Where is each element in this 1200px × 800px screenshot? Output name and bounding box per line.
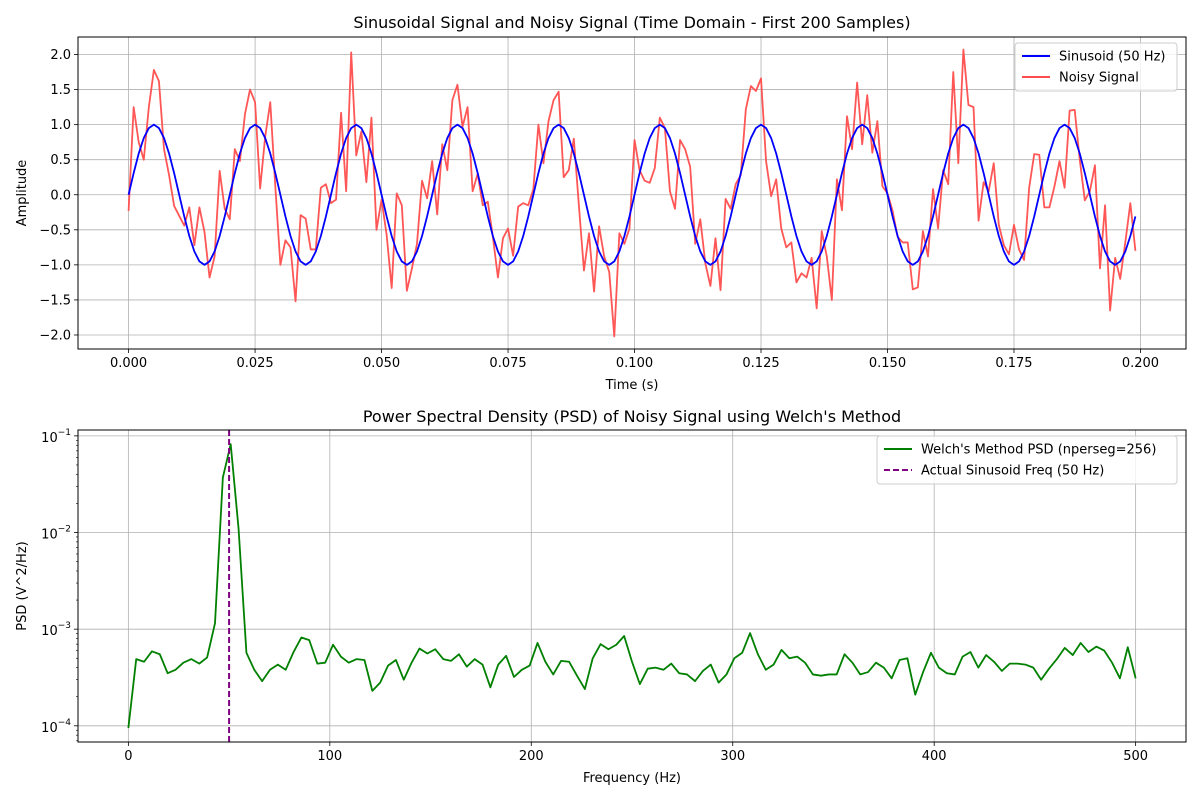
time-domain-legend: Sinusoid (50 Hz) Noisy Signal (1014, 42, 1178, 92)
y-tick-label: 10−2 (41, 525, 71, 543)
x-tick-label: 0.000 (110, 356, 147, 371)
time-domain-plot-area (127, 48, 1137, 338)
y-tick-label: 1.5 (50, 83, 71, 98)
psd-plot-area (127, 430, 1137, 742)
time-domain-y-label: Amplitude (15, 160, 30, 227)
x-tick-label: 0.150 (869, 356, 906, 371)
x-tick-label: 0 (124, 749, 132, 764)
psd-title: Power Spectral Density (PSD) of Noisy Si… (363, 407, 901, 426)
x-tick-label: 0.025 (236, 356, 273, 371)
x-tick-label: 0.175 (995, 356, 1032, 371)
y-tick-label: 0.5 (50, 153, 71, 168)
y-tick-label: 10−3 (41, 621, 71, 639)
legend-label-actual-freq: Actual Sinusoid Freq (50 Hz) (921, 464, 1104, 479)
y-tick-label: 10−4 (41, 718, 71, 736)
legend-label-sinusoid: Sinusoid (50 Hz) (1059, 50, 1165, 65)
psd-y-ticks: 10−4 10−3 10−2 10−1 (41, 428, 78, 742)
x-tick-label: 0.125 (742, 356, 779, 371)
y-tick-label: 2.0 (50, 48, 71, 63)
y-tick-label: 0.0 (50, 188, 71, 203)
y-tick-label: −1.0 (39, 258, 71, 273)
x-tick-label: 400 (922, 749, 947, 764)
psd-panel: Power Spectral Density (PSD) of Noisy Si… (15, 407, 1187, 786)
y-tick-label: −0.5 (39, 223, 71, 238)
x-tick-label: 0.200 (1122, 356, 1159, 371)
psd-y-label: PSD (V^2/Hz) (15, 541, 30, 630)
time-domain-legend-box (1014, 42, 1178, 92)
psd-legend-box (876, 435, 1178, 485)
x-tick-label: 0.075 (489, 356, 526, 371)
series-line-welch-s-method-psd-nperseg-256 (127, 443, 1137, 729)
time-domain-title: Sinusoidal Signal and Noisy Signal (Time… (353, 13, 910, 32)
psd-x-label: Frequency (Hz) (583, 771, 681, 786)
psd-grid (78, 430, 1186, 742)
x-tick-label: 0.050 (363, 356, 400, 371)
time-domain-grid (78, 37, 1186, 349)
x-tick-label: 200 (519, 749, 544, 764)
psd-axes-frame (77, 429, 1187, 743)
x-tick-label: 0.100 (616, 356, 653, 371)
series-line-sinusoid-50-hz (127, 123, 1137, 266)
time-domain-axes-frame (77, 36, 1187, 350)
legend-label-welch-psd: Welch's Method PSD (nperseg=256) (921, 443, 1156, 458)
psd-x-ticks: 0 100 200 300 400 500 (124, 742, 1148, 764)
time-domain-panel: Sinusoidal Signal and Noisy Signal (Time… (15, 13, 1187, 393)
time-domain-y-ticks: −2.0 −1.5 −1.0 −0.5 0.0 0.5 1.0 1.5 2.0 (39, 48, 78, 343)
x-tick-label: 500 (1123, 749, 1148, 764)
y-tick-label: 10−1 (41, 428, 71, 446)
y-tick-label: −1.5 (39, 293, 71, 308)
psd-legend: Welch's Method PSD (nperseg=256) Actual … (876, 435, 1178, 485)
x-tick-label: 300 (720, 749, 745, 764)
y-tick-label: −2.0 (39, 328, 71, 343)
x-tick-label: 100 (317, 749, 342, 764)
legend-label-noisy-signal: Noisy Signal (1059, 71, 1139, 86)
time-domain-x-ticks: 0.000 0.025 0.050 0.075 0.100 0.125 0.150 0.175… (110, 349, 1159, 371)
y-tick-label: 1.0 (50, 118, 71, 133)
time-domain-x-label: Time (s) (605, 378, 659, 393)
series-line-noisy-signal (127, 48, 1137, 338)
